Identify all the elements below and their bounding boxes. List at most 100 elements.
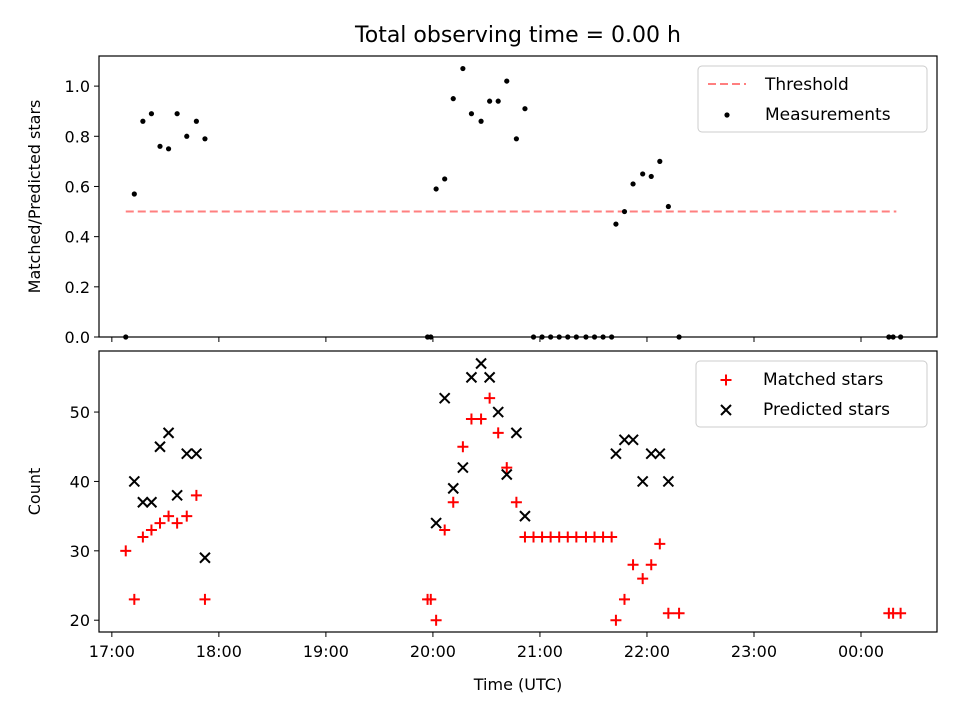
measurement-point [450, 96, 456, 102]
predicted-star-point [610, 447, 622, 460]
measurement-point [433, 186, 439, 192]
predicted-star-point [465, 371, 478, 384]
predicted-star-point [475, 357, 487, 370]
measurement-point [522, 106, 528, 112]
y-tick-label: 40 [70, 472, 90, 491]
y-tick-label: 0.4 [65, 228, 90, 247]
axes-frame [98, 55, 938, 338]
measurement-point [513, 136, 519, 142]
matched-star-point [430, 614, 442, 626]
measurement-point [157, 143, 163, 149]
matched-star-point [654, 538, 666, 550]
matched-star-point [425, 593, 437, 605]
matched-star-point [190, 489, 202, 501]
measurement-point [648, 173, 654, 180]
matched-star-point [501, 462, 513, 474]
legend-box [697, 65, 928, 133]
y-tick-label: 50 [70, 403, 90, 422]
legend-matched-swatch [720, 374, 732, 386]
matched-star-point [673, 607, 685, 619]
predicted-star-point [636, 475, 649, 488]
matched-star-point [475, 413, 487, 425]
measurement-point [504, 78, 510, 84]
predicted-star-point [492, 406, 504, 418]
measurement-point [174, 111, 180, 117]
matched-star-point [163, 510, 175, 522]
matched-star-point [610, 614, 622, 626]
matched-star-point [570, 531, 582, 543]
x-tick-label: 17:00 [89, 642, 135, 661]
matched-star-point [662, 607, 674, 619]
measurement-point [460, 65, 466, 72]
y-axis-label: Count [25, 468, 44, 516]
x-tick-label: 21:00 [517, 642, 563, 661]
predicted-star-point [447, 482, 459, 495]
x-tick-label: 23:00 [731, 642, 777, 661]
matched-star-point [128, 593, 140, 605]
data-points [123, 65, 904, 340]
legend-measurement-swatch [724, 112, 730, 118]
measurement-point [495, 98, 501, 104]
matched-star-point [465, 413, 477, 425]
y-tick-label: 0.0 [65, 328, 90, 347]
measurement-point [640, 171, 646, 177]
matched-star-point [492, 427, 504, 439]
y-tick-label: 20 [70, 611, 90, 630]
predicted-star-point [501, 468, 513, 481]
predicted-star-point [438, 392, 451, 404]
measurement-point [184, 133, 190, 139]
legend-predicted-swatch [720, 404, 732, 416]
matched-star-point [637, 573, 649, 585]
legend: Matched stars Predicted stars [695, 360, 928, 428]
measurement-point [148, 111, 155, 117]
matched-star-point [606, 531, 618, 543]
predicted-star-point [618, 434, 631, 446]
legend-threshold-label: Threshold [764, 75, 849, 95]
predicted-star-point [145, 496, 158, 508]
matched-star-point [645, 559, 657, 571]
predicted-star-point [162, 427, 175, 439]
matched-star-point [145, 524, 157, 536]
y-tick-label: 0.8 [65, 127, 90, 146]
legend: Threshold Measurements [697, 65, 928, 133]
x-axis-label: Time (UTC) [473, 675, 562, 694]
matched-star-point [137, 531, 149, 543]
y-tick-label: 1.0 [65, 77, 90, 96]
matched-star-point [171, 517, 183, 529]
measurement-point [193, 118, 199, 124]
axes-frame [98, 350, 938, 633]
measurement-point [487, 98, 493, 104]
legend-predicted-label: Predicted stars [763, 400, 890, 420]
matched-star-point [484, 392, 496, 404]
measurement-point [468, 111, 475, 117]
predicted-star-point [519, 510, 531, 522]
matched-star-point [627, 559, 639, 571]
matched-star-point [181, 510, 193, 522]
predicted-star-point [662, 475, 675, 488]
predicted-star-point [190, 447, 203, 460]
x-tick-label: 22:00 [624, 642, 670, 661]
matched-star-point [439, 524, 451, 536]
predicted-star-point [654, 447, 666, 460]
measurement-point [202, 136, 208, 142]
measurement-point [140, 118, 146, 124]
top-axes-measurements-ratio: 0.0 0.2 0.4 0.6 0.8 1.0 Matched/Predicted star… [25, 55, 938, 347]
legend-measurement-label: Measurements [765, 105, 891, 125]
matched-star-point [457, 441, 469, 453]
measurement-point [131, 191, 137, 197]
measurement-point [613, 221, 619, 227]
y-tick-label: 0.2 [65, 278, 90, 297]
matched-star-point [618, 593, 630, 605]
predicted-star-point [457, 461, 469, 474]
x-tick-label: 19:00 [303, 642, 349, 661]
measurement-point [442, 176, 448, 182]
y-tick-label: 30 [70, 542, 90, 561]
predicted-star-point [171, 489, 183, 502]
matched-star-point [510, 496, 522, 508]
x-tick-label: 20:00 [410, 642, 456, 661]
predicted-star-point [128, 475, 141, 488]
matched-star-point [895, 607, 907, 619]
predicted-star-point [645, 447, 657, 460]
predicted-star-point [627, 434, 639, 446]
